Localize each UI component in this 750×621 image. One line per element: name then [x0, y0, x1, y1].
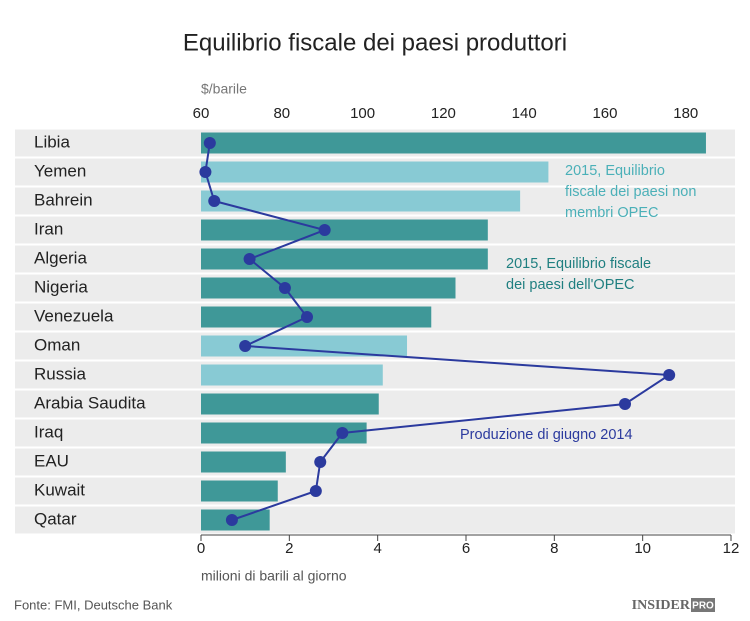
point	[203, 137, 216, 149]
x2-tick-label: 60	[193, 105, 210, 122]
bar	[201, 422, 367, 444]
point	[225, 514, 238, 526]
y-tick-label: Qatar	[34, 509, 77, 528]
point	[239, 340, 252, 352]
row-band	[15, 419, 735, 447]
y-tick-label: Iran	[34, 219, 63, 238]
legend-note: Produzione di giugno 2014	[460, 427, 633, 443]
point	[243, 253, 256, 265]
bar	[201, 306, 432, 328]
x2-tick-label: 180	[673, 105, 698, 122]
brand-tag-box	[691, 598, 715, 612]
point	[199, 166, 212, 178]
row-band	[15, 448, 735, 476]
point	[318, 224, 331, 236]
bar	[201, 190, 521, 212]
source: Fonte: FMI, Deutsche Bank	[14, 597, 173, 612]
y-tick-label: Iraq	[34, 422, 63, 441]
legend-note: 2015, Equilibrio fiscale dei paesi dell'…	[506, 256, 652, 293]
x-tick-label: 2	[285, 540, 293, 557]
y-tick-label: EAU	[34, 451, 69, 470]
point	[309, 485, 322, 497]
point	[619, 398, 631, 410]
line	[204, 142, 673, 521]
point	[278, 282, 291, 294]
x2-tick-label: 120	[431, 105, 456, 122]
y-tick-label: Libia	[34, 132, 70, 151]
row-band	[15, 477, 735, 505]
bar	[201, 335, 408, 357]
x2-tick-label: 80	[273, 105, 290, 122]
legend-note: 2015, Equilibrio fiscale dei paesi non m…	[565, 163, 697, 221]
bar	[201, 364, 383, 386]
x-tick-label: 8	[550, 540, 558, 557]
bar	[201, 277, 456, 299]
bar	[201, 248, 488, 270]
bar	[201, 480, 278, 502]
x-tick-label: 4	[373, 540, 381, 557]
x-tick-label: 10	[634, 540, 651, 557]
point	[314, 456, 327, 468]
row-band	[15, 506, 735, 534]
x-tick-label: 0	[197, 540, 205, 557]
x2-tick-label: 140	[512, 105, 537, 122]
point	[336, 427, 349, 439]
x2-tick-label: 160	[592, 105, 617, 122]
point	[663, 369, 676, 381]
point	[301, 311, 313, 323]
x-axis-label: milioni di barili al giorno	[201, 568, 347, 584]
x2-axis-label: $/barile	[201, 81, 247, 97]
x-tick-label: 12	[723, 540, 740, 557]
y-tick-label: Kuwait	[34, 480, 85, 499]
bar	[201, 132, 706, 154]
y-tick-label: Nigeria	[34, 277, 88, 296]
bar	[201, 451, 286, 473]
x2-tick-label: 100	[350, 105, 375, 122]
chart-title: Equilibrio fiscale dei paesi produttori	[183, 29, 567, 56]
bar	[201, 219, 488, 241]
brand-tag: PRO	[692, 601, 714, 612]
y-tick-label: Russia	[34, 364, 87, 383]
y-tick-label: Arabia Saudita	[34, 393, 146, 412]
y-tick-label: Bahrein	[34, 190, 93, 209]
y-tick-label: Venezuela	[34, 306, 114, 325]
x-tick-label: 6	[462, 540, 470, 557]
y-tick-label: Yemen	[34, 161, 86, 180]
y-tick-label: Oman	[34, 335, 80, 354]
point	[208, 195, 221, 207]
bar	[201, 393, 379, 415]
y-tick-label: Algeria	[34, 248, 87, 267]
brand: INSIDER	[632, 598, 691, 613]
bar	[201, 161, 549, 183]
